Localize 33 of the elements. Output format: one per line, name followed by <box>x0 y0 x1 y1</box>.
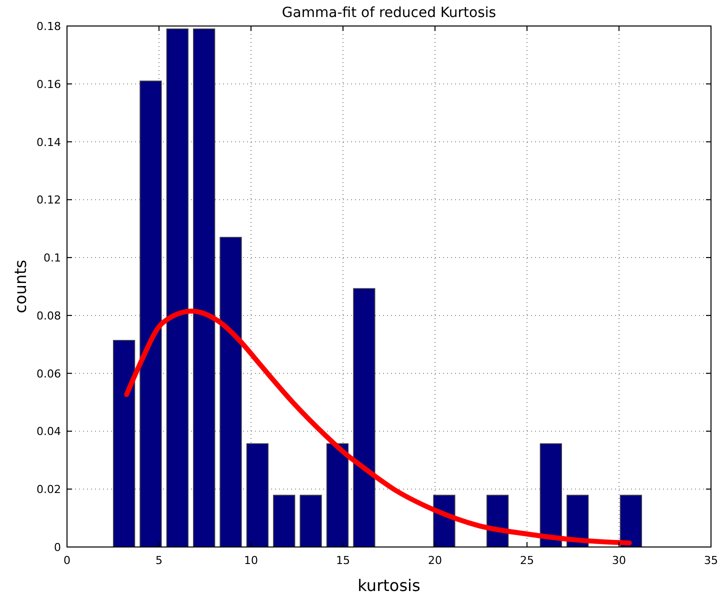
bar <box>620 494 642 548</box>
bar <box>220 236 242 548</box>
x-tick-label: 0 <box>64 554 70 567</box>
y-tick-label: 0.04 <box>36 425 61 438</box>
bar <box>326 443 349 548</box>
x-tick-label: 10 <box>244 554 258 567</box>
y-tick-label: 0.08 <box>36 309 61 322</box>
x-tick-label: 5 <box>156 554 162 567</box>
bar <box>246 443 269 548</box>
x-axis-title: kurtosis <box>358 576 420 595</box>
x-tick-label: 25 <box>520 554 534 567</box>
y-tick-label: 0.16 <box>36 78 61 91</box>
y-tick-label: 0.06 <box>36 367 61 380</box>
x-tick-label: 15 <box>336 554 350 567</box>
y-tick-label: 0.14 <box>36 136 61 149</box>
y-axis-title: counts <box>11 260 30 314</box>
bar <box>300 494 322 548</box>
bar <box>112 340 136 548</box>
x-tick-label: 20 <box>428 554 442 567</box>
x-tick-label: 35 <box>704 554 718 567</box>
y-tick-label: 0.1 <box>44 252 61 265</box>
bar <box>140 80 162 548</box>
y-tick-label: 0.18 <box>36 20 61 33</box>
chart-title: Gamma-fit of reduced Kurtosis <box>282 5 496 21</box>
bar <box>273 494 296 548</box>
bar <box>166 28 188 548</box>
y-tick-label: 0.02 <box>36 483 61 496</box>
bar <box>353 288 376 548</box>
x-tick-label: 30 <box>612 554 626 567</box>
y-tick-label: 0 <box>54 541 61 554</box>
y-tick-label: 0.12 <box>36 194 61 207</box>
bar <box>540 443 562 548</box>
bar <box>193 28 216 548</box>
